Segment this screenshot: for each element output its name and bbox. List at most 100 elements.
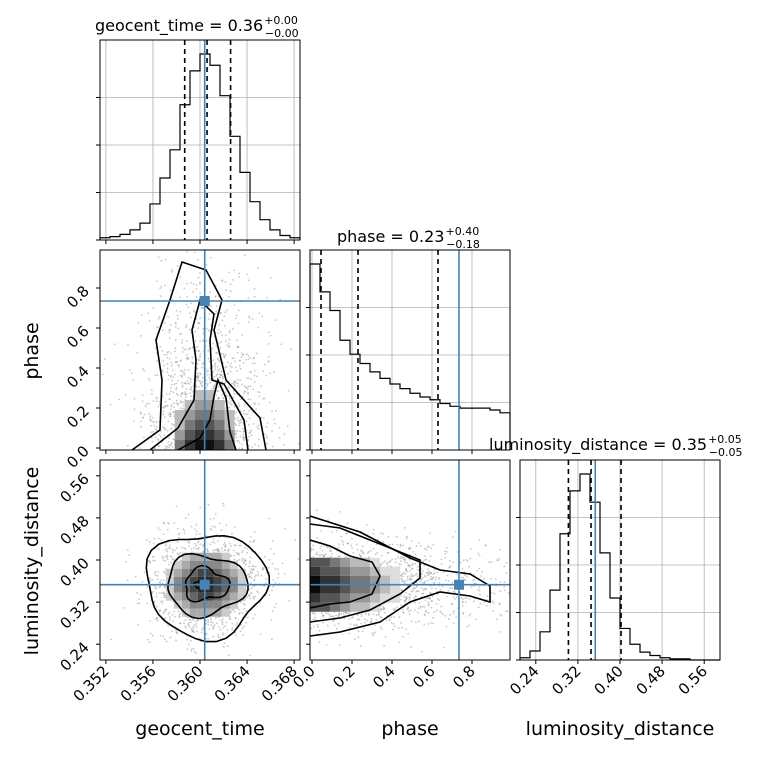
- sample-point: [400, 577, 403, 580]
- sample-point: [237, 378, 240, 381]
- sample-point: [234, 175, 236, 177]
- sample-point: [224, 366, 227, 369]
- sample-point: [361, 630, 364, 633]
- sample-point: [194, 620, 197, 623]
- sample-point: [189, 316, 192, 319]
- sample-point: [156, 574, 159, 577]
- sample-point: [139, 425, 142, 428]
- sample-point: [216, 332, 219, 335]
- sample-point: [438, 581, 441, 584]
- sample-point: [174, 629, 177, 632]
- sample-point: [470, 586, 473, 588]
- sample-point: [393, 607, 395, 610]
- sample-point: [148, 577, 151, 580]
- sample-point: [286, 425, 289, 428]
- xtick-label-luminosity_distance: 0.56: [675, 662, 711, 698]
- sample-point: [234, 631, 237, 634]
- sample-point: [425, 558, 427, 561]
- sample-point: [163, 592, 166, 595]
- sample-point: [190, 302, 192, 305]
- sample-point: [167, 374, 170, 377]
- sample-point: [236, 351, 239, 354]
- sample-point: [462, 612, 465, 615]
- sample-point: [181, 369, 184, 372]
- sample-point: [269, 334, 272, 337]
- sample-point: [472, 579, 475, 582]
- sample-point: [152, 542, 155, 545]
- sample-point: [446, 574, 449, 577]
- sample-point: [179, 407, 182, 410]
- sample-point: [124, 393, 127, 396]
- sample-point: [265, 425, 268, 428]
- sample-point: [400, 594, 402, 597]
- sample-point: [226, 309, 228, 312]
- sample-point: [330, 550, 333, 553]
- sample-point: [160, 285, 163, 288]
- sample-point: [185, 324, 188, 327]
- sample-point: [412, 574, 415, 577]
- sample-point: [195, 375, 198, 378]
- density-cell: [165, 576, 174, 585]
- sample-point: [450, 603, 453, 605]
- sample-point: [315, 618, 317, 621]
- sample-point: [179, 296, 182, 299]
- sample-point: [379, 563, 382, 566]
- sample-point: [213, 541, 216, 544]
- sample-point: [245, 420, 247, 423]
- sample-point: [402, 544, 405, 547]
- density-cell: [214, 410, 225, 420]
- sample-point: [287, 389, 290, 392]
- sample-point: [527, 590, 529, 592]
- sample-point: [455, 573, 458, 576]
- sample-point: [224, 545, 227, 548]
- sample-point: [248, 409, 251, 412]
- sample-point: [173, 350, 176, 353]
- sample-point: [168, 398, 171, 400]
- sample-point: [226, 629, 229, 632]
- sample-point: [184, 547, 187, 550]
- sample-point: [145, 402, 148, 405]
- sample-point: [205, 263, 208, 266]
- sample-point: [247, 391, 250, 394]
- sample-point: [193, 624, 196, 627]
- sample-point: [209, 256, 212, 259]
- sample-point: [241, 383, 243, 386]
- hist-phase-panel: [306, 249, 511, 451]
- sample-point: [177, 364, 180, 366]
- sample-point: [330, 552, 333, 555]
- sample-point: [150, 389, 153, 392]
- sample-point: [218, 368, 221, 371]
- sample-point: [384, 560, 386, 563]
- sample-point: [235, 551, 238, 554]
- sample-point: [184, 391, 187, 394]
- sample-point: [224, 354, 227, 356]
- sample-point: [181, 407, 184, 410]
- sample-point: [195, 287, 198, 290]
- sample-point: [194, 330, 197, 333]
- sample-point: [214, 313, 217, 315]
- sample-point: [249, 571, 252, 574]
- sample-point: [488, 561, 491, 563]
- sample-point: [166, 371, 169, 374]
- sample-point: [237, 416, 239, 419]
- sample-point: [248, 573, 251, 575]
- sample-point: [159, 581, 162, 584]
- sample-point: [249, 540, 252, 543]
- sample-point: [258, 601, 261, 604]
- sample-point: [407, 632, 410, 635]
- sample-point: [162, 579, 165, 582]
- sample-point: [242, 439, 245, 441]
- sample-point: [126, 579, 129, 582]
- sample-point: [418, 602, 421, 604]
- sample-point: [218, 522, 221, 525]
- sample-point: [189, 377, 192, 380]
- sample-point: [167, 563, 170, 566]
- sample-point: [159, 634, 162, 637]
- sample-point: [377, 613, 380, 616]
- sample-point: [157, 445, 160, 448]
- sample-point: [430, 578, 433, 581]
- sample-point: [246, 616, 249, 619]
- sample-point: [150, 419, 152, 422]
- sample-point: [490, 561, 493, 564]
